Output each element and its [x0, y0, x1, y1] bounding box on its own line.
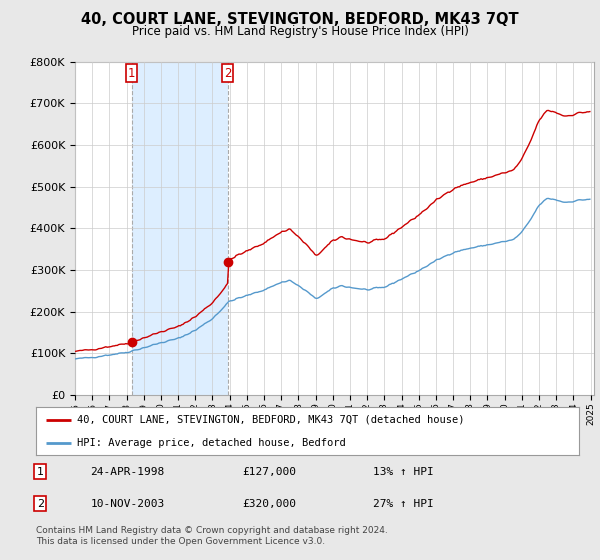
Text: 10-NOV-2003: 10-NOV-2003: [91, 499, 164, 509]
Text: £320,000: £320,000: [242, 499, 296, 509]
Text: 27% ↑ HPI: 27% ↑ HPI: [373, 499, 433, 509]
Text: Price paid vs. HM Land Registry's House Price Index (HPI): Price paid vs. HM Land Registry's House …: [131, 25, 469, 38]
Text: 40, COURT LANE, STEVINGTON, BEDFORD, MK43 7QT (detached house): 40, COURT LANE, STEVINGTON, BEDFORD, MK4…: [77, 415, 464, 425]
Text: £127,000: £127,000: [242, 466, 296, 477]
Text: 1: 1: [128, 67, 136, 80]
Text: 40, COURT LANE, STEVINGTON, BEDFORD, MK43 7QT: 40, COURT LANE, STEVINGTON, BEDFORD, MK4…: [81, 12, 519, 27]
Text: HPI: Average price, detached house, Bedford: HPI: Average price, detached house, Bedf…: [77, 438, 346, 448]
Text: Contains HM Land Registry data © Crown copyright and database right 2024.
This d: Contains HM Land Registry data © Crown c…: [36, 526, 388, 546]
Text: 2: 2: [37, 499, 44, 509]
Text: 2: 2: [224, 67, 231, 80]
Text: 13% ↑ HPI: 13% ↑ HPI: [373, 466, 433, 477]
Bar: [131, 62, 227, 395]
Text: 24-APR-1998: 24-APR-1998: [91, 466, 164, 477]
Text: 1: 1: [37, 466, 44, 477]
